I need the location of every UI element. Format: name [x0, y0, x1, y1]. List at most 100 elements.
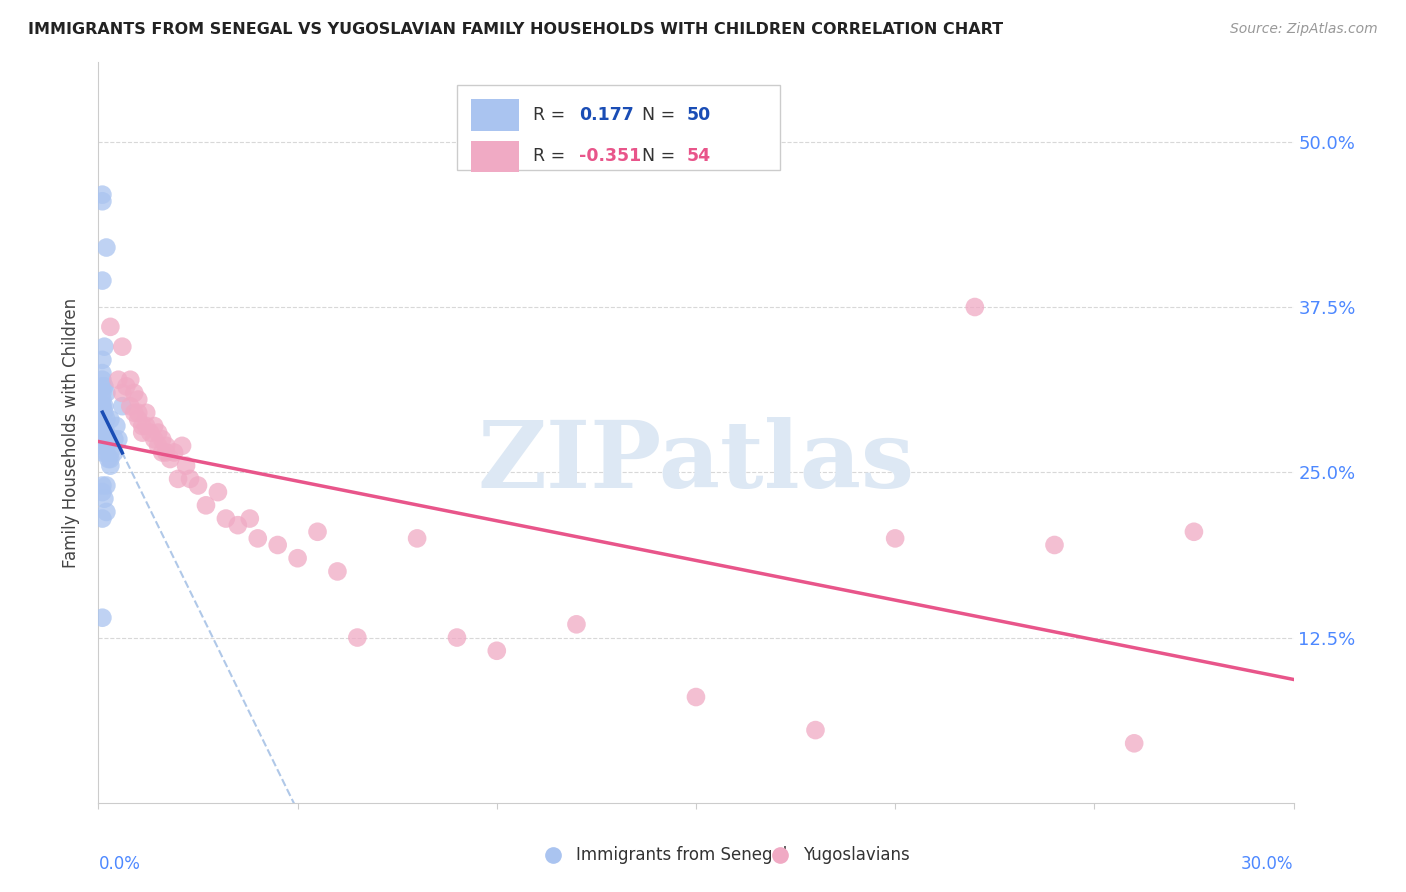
Point — [346, 631, 368, 645]
Point — [98, 458, 122, 473]
Point — [93, 439, 115, 453]
Point — [804, 723, 827, 737]
Point — [307, 524, 329, 539]
Point — [226, 518, 249, 533]
Point — [93, 379, 115, 393]
Point — [1043, 538, 1066, 552]
Point — [150, 445, 173, 459]
Point — [215, 511, 238, 525]
Point — [98, 319, 122, 334]
Point — [127, 406, 149, 420]
Point — [148, 425, 170, 440]
Point — [103, 432, 125, 446]
Point — [195, 499, 218, 513]
Point — [1182, 524, 1205, 539]
Point — [159, 452, 181, 467]
Point — [139, 425, 162, 440]
Point — [91, 406, 114, 420]
Point — [105, 419, 128, 434]
Text: 0.0%: 0.0% — [98, 855, 141, 872]
Point — [96, 425, 118, 440]
Point — [91, 399, 114, 413]
FancyBboxPatch shape — [471, 99, 519, 130]
Point — [91, 439, 114, 453]
Point — [187, 478, 209, 492]
Point — [91, 432, 114, 446]
Point — [96, 412, 118, 426]
Point — [120, 399, 142, 413]
Point — [91, 373, 114, 387]
Point — [91, 352, 114, 367]
Point — [96, 478, 118, 492]
Point — [143, 432, 166, 446]
Point — [96, 386, 118, 401]
Point — [963, 300, 986, 314]
Point — [207, 485, 229, 500]
Point — [127, 392, 149, 407]
Point — [96, 241, 118, 255]
Point — [98, 412, 122, 426]
Point — [93, 425, 115, 440]
Point — [91, 406, 114, 420]
Point — [96, 439, 118, 453]
Point — [93, 491, 115, 506]
Point — [884, 532, 907, 546]
Point — [565, 617, 588, 632]
Point — [107, 373, 129, 387]
Point — [326, 565, 349, 579]
Point — [91, 379, 114, 393]
Point — [148, 439, 170, 453]
Point — [131, 425, 153, 440]
Text: -0.351: -0.351 — [579, 147, 641, 165]
Text: Immigrants from Senegal: Immigrants from Senegal — [576, 846, 787, 863]
Text: N =: N = — [631, 147, 681, 165]
Text: R =: R = — [533, 147, 571, 165]
Point — [174, 458, 197, 473]
Point — [98, 452, 122, 467]
Point — [91, 419, 114, 434]
Point — [91, 399, 114, 413]
Point — [1123, 736, 1146, 750]
Point — [93, 399, 115, 413]
Point — [111, 340, 134, 354]
Point — [107, 432, 129, 446]
Point — [124, 386, 146, 401]
Point — [155, 439, 177, 453]
Text: Source: ZipAtlas.com: Source: ZipAtlas.com — [1230, 22, 1378, 37]
Point — [96, 505, 118, 519]
Point — [167, 472, 190, 486]
FancyBboxPatch shape — [457, 85, 780, 169]
FancyBboxPatch shape — [471, 141, 519, 172]
Point — [135, 419, 157, 434]
Text: 54: 54 — [686, 147, 710, 165]
Point — [96, 445, 118, 459]
Point — [91, 432, 114, 446]
Point — [163, 445, 186, 459]
Point — [111, 386, 134, 401]
Point — [155, 445, 177, 459]
Point — [91, 610, 114, 624]
Point — [446, 631, 468, 645]
Point — [91, 419, 114, 434]
Point — [91, 194, 114, 209]
Point — [124, 406, 146, 420]
Point — [103, 445, 125, 459]
Point — [685, 690, 707, 704]
Point — [91, 386, 114, 401]
Point — [91, 392, 114, 407]
Text: N =: N = — [631, 106, 681, 124]
Text: 50: 50 — [686, 106, 710, 124]
Point — [93, 340, 115, 354]
Text: IMMIGRANTS FROM SENEGAL VS YUGOSLAVIAN FAMILY HOUSEHOLDS WITH CHILDREN CORRELATI: IMMIGRANTS FROM SENEGAL VS YUGOSLAVIAN F… — [28, 22, 1004, 37]
Point — [98, 445, 122, 459]
Y-axis label: Family Households with Children: Family Households with Children — [62, 298, 80, 567]
Point — [246, 532, 269, 546]
Point — [287, 551, 309, 566]
Point — [111, 399, 134, 413]
Point — [91, 366, 114, 380]
Point — [97, 452, 120, 467]
Point — [115, 379, 138, 393]
Text: ZIPatlas: ZIPatlas — [478, 417, 914, 508]
Point — [91, 274, 114, 288]
Text: Yugoslavians: Yugoslavians — [804, 846, 910, 863]
